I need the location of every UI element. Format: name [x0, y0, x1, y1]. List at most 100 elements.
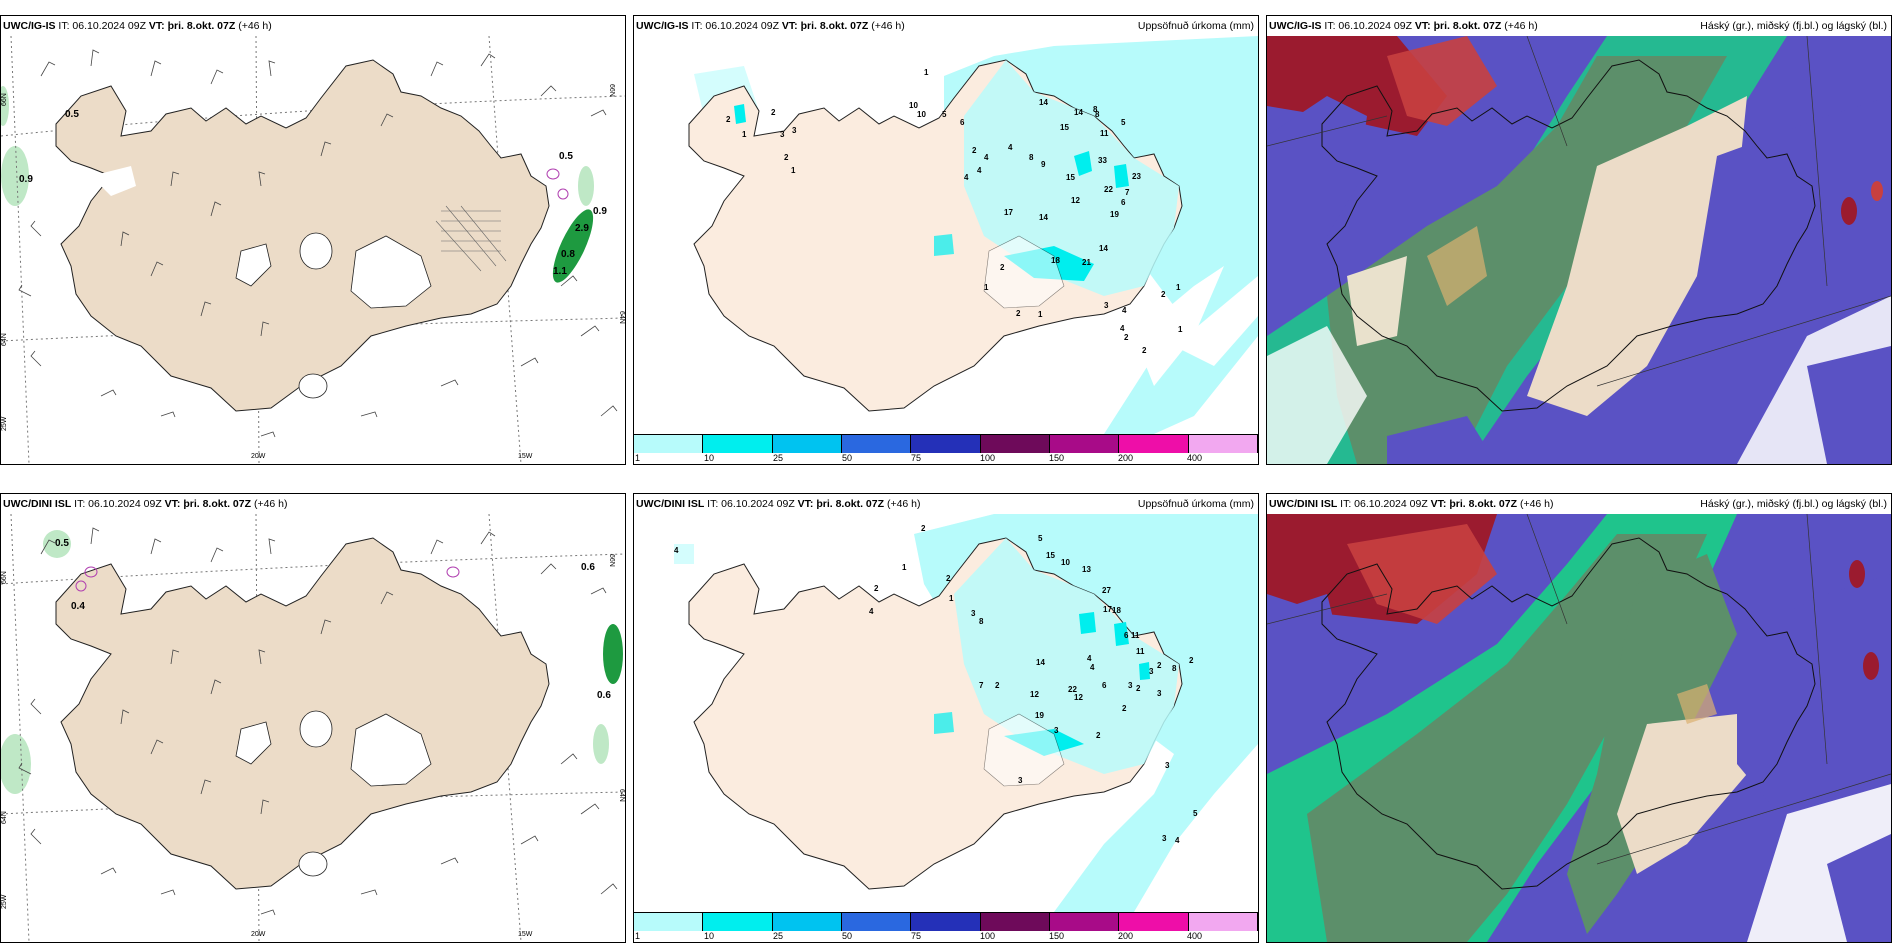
precip-value: 2: [1161, 290, 1166, 299]
precip-value: 9: [1041, 160, 1046, 169]
colorbar-cell: [1049, 435, 1120, 453]
precip-value: 6: [1121, 198, 1126, 207]
precip-value: 2: [874, 584, 879, 593]
precip-value: 14: [1039, 213, 1048, 222]
value-label: 2.9: [575, 223, 589, 234]
precip-value: 6: [960, 118, 965, 127]
value-label: 0.5: [65, 109, 79, 120]
colorbar-cell: [1049, 913, 1120, 931]
colorbar-cell: [980, 913, 1050, 931]
init-time: IT: 06.10.2024 09Z: [707, 498, 795, 510]
value-label: 0.9: [593, 206, 607, 217]
lat-label: 66N: [608, 84, 615, 97]
colorbar-label: 25: [773, 453, 784, 463]
precip-value: 22: [1068, 685, 1077, 694]
precip-value: 1: [742, 130, 747, 139]
value-label: 0.9: [19, 174, 33, 185]
colorbar-cell: [1119, 913, 1189, 931]
init-time: IT: 06.10.2024 09Z: [691, 20, 779, 32]
valid-time: VT: þri. 8.okt. 07Z: [1430, 498, 1518, 510]
precip-value: 6: [1102, 681, 1107, 690]
precip-value: 2: [946, 574, 951, 583]
model-name: UWC/IG-IS: [1269, 20, 1322, 32]
colorbar-label: 400: [1187, 931, 1203, 941]
precip-value: 19: [1110, 210, 1119, 219]
precip-value: 4: [1175, 836, 1180, 845]
lat-label: 66N: [608, 554, 615, 567]
lat-label: 66N: [1, 93, 8, 106]
value-label: 0.4: [71, 601, 85, 612]
colorbar-cell: [841, 913, 912, 931]
precip-value: 8: [979, 617, 984, 626]
colorbar-cell: [634, 913, 704, 931]
value-label: 1.1: [553, 266, 567, 277]
precip-value: 11: [1136, 647, 1145, 656]
lon-label: 25W: [1, 894, 8, 909]
precip-value: 2: [771, 108, 776, 117]
panel-cloud-dini: UWC/DINI ISL IT: 06.10.2024 09Z VT: þri.…: [1266, 493, 1892, 943]
precip-value: 3: [1165, 761, 1170, 770]
precip-value: 10: [909, 101, 918, 110]
lead-time: (+46 h): [238, 20, 272, 32]
precip-map: [634, 514, 1258, 912]
precip-value: 23: [1132, 172, 1141, 181]
precip-value: 2: [1016, 309, 1021, 318]
precip-value: 3: [1054, 726, 1059, 735]
cloud-map: [1267, 514, 1891, 942]
lon-label: 25W: [1, 416, 8, 431]
colorbar-cell: [703, 435, 773, 453]
precip-value: 4: [1087, 654, 1092, 663]
precip-value: 6: [1124, 631, 1129, 640]
colorbar-cell: [1188, 435, 1258, 453]
wind-map: [1, 514, 625, 942]
precip-value: 2: [972, 146, 977, 155]
precip-value: 4: [674, 546, 679, 555]
precip-values: 2 1 2 3 3 2 1 1 10 10 5 6 2 4 4 4 14 15 14 8 11 8 5 4 8 9 15 33 23 22…: [634, 36, 1258, 434]
precip-value: 4: [964, 173, 969, 182]
precip-value: 2: [726, 115, 731, 124]
lead-time: (+46 h): [253, 498, 288, 510]
precip-value: 15: [1046, 551, 1055, 560]
precip-value: 3: [971, 609, 976, 618]
precip-value: 3: [780, 130, 785, 139]
precip-value: 1: [984, 283, 989, 292]
wind-map: [1, 36, 625, 464]
panel-wind-dini: UWC/DINI ISL IT: 06.10.2024 09Z VT: þri.…: [0, 493, 626, 943]
colorbar-label: 10: [704, 453, 715, 463]
precip-value: 11: [1131, 631, 1140, 640]
precip-value: 12: [1074, 693, 1083, 702]
precip-value: 2: [1000, 263, 1005, 272]
lead-time: (+46 h): [1504, 20, 1538, 32]
precip-value: 21: [1082, 258, 1091, 267]
panel-header: UWC/IG-IS IT: 06.10.2024 09Z VT: þri. 8.…: [3, 20, 272, 32]
value-label: 0.5: [55, 538, 69, 549]
init-time: IT: 06.10.2024 09Z: [74, 498, 162, 510]
colorbar-label: 25: [773, 931, 784, 941]
init-time: IT: 06.10.2024 09Z: [58, 20, 146, 32]
lon-label: 20W: [251, 931, 266, 938]
precip-colorbar: 1 10 25 50 75 100 150 200 400: [634, 434, 1258, 464]
precip-value: 10: [1061, 558, 1070, 567]
lat-label: 64N: [1, 811, 8, 824]
colorbar-cell: [1119, 435, 1189, 453]
field-title: Uppsöfnuð úrkoma (mm): [1137, 498, 1254, 510]
colorbar-cell: [841, 435, 912, 453]
precip-value: 4: [1090, 663, 1095, 672]
panel-header: UWC/DINI ISL IT: 06.10.2024 09Z VT: þri.…: [636, 498, 921, 510]
lead-time: (+46 h): [871, 20, 905, 32]
iceland-landmass: [55, 59, 550, 412]
precip-value: 1: [924, 68, 929, 77]
precip-value: 1: [949, 594, 954, 603]
precip-value: 14: [1039, 98, 1048, 107]
valid-time: VT: þri. 8.okt. 07Z: [148, 20, 236, 32]
colorbar-label: 200: [1118, 453, 1134, 463]
panel-precip-ig: UWC/IG-IS IT: 06.10.2024 09Z VT: þri. 8.…: [633, 15, 1259, 465]
precip-value: 8: [1172, 664, 1177, 673]
colorbar-label: 75: [911, 931, 922, 941]
lat-label: 64N: [1, 333, 8, 346]
precip-value: 8: [1093, 105, 1098, 114]
colorbar-label: 75: [911, 453, 922, 463]
colorbar-cell: [1188, 913, 1258, 931]
precip-colorbar: 1 10 25 50 75 100 150 200 400: [634, 912, 1258, 942]
precip-value: 17: [1103, 605, 1112, 614]
